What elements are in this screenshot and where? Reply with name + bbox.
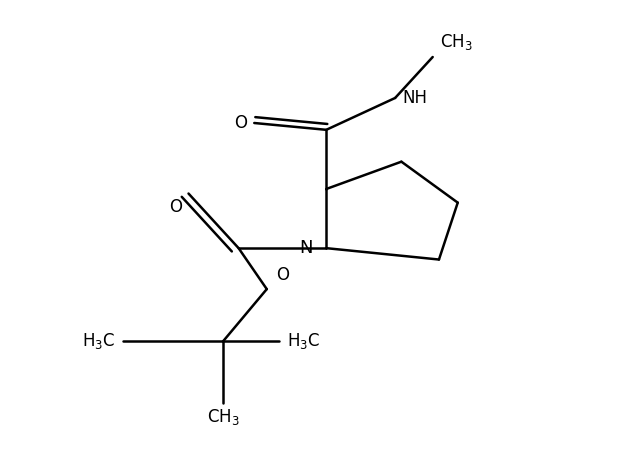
Text: O: O xyxy=(169,198,182,216)
Text: N: N xyxy=(299,239,312,257)
Text: CH$_3$: CH$_3$ xyxy=(207,408,239,427)
Text: O: O xyxy=(276,265,289,284)
Text: O: O xyxy=(234,114,247,132)
Text: H$_3$C: H$_3$C xyxy=(287,332,320,351)
Text: NH: NH xyxy=(403,89,428,107)
Text: H$_3$C: H$_3$C xyxy=(82,332,115,351)
Text: CH$_3$: CH$_3$ xyxy=(440,32,473,53)
